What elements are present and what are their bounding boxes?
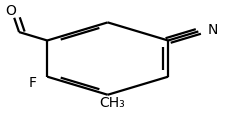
Text: N: N	[208, 23, 218, 37]
Text: CH₃: CH₃	[99, 97, 125, 110]
Text: O: O	[5, 4, 16, 18]
Text: F: F	[28, 76, 36, 90]
